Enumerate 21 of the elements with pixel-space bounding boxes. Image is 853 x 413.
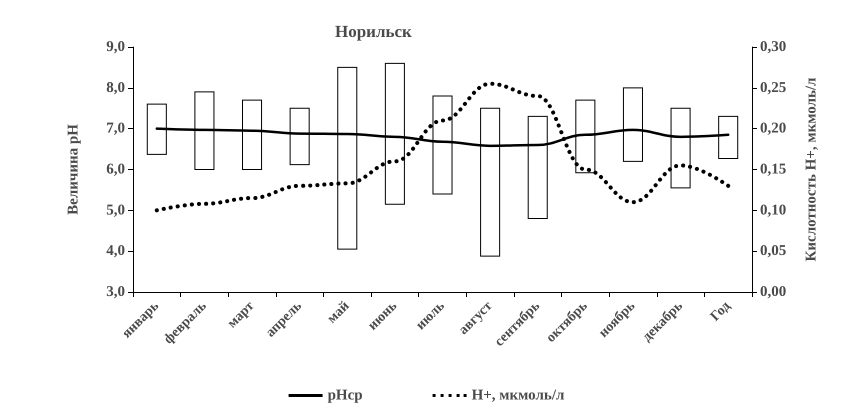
- x-tick-label: Год: [708, 298, 734, 324]
- y-tick-label: 5,0: [106, 202, 125, 218]
- y-tick-label: 3,0: [106, 284, 125, 300]
- y2-tick-label: 0,00: [760, 284, 786, 300]
- chart-title: Норильск: [335, 22, 412, 41]
- y-tick-label: 9,0: [106, 39, 125, 55]
- legend-label: Н+, мкмоль/л: [472, 388, 566, 404]
- y-axis-title: Величина pH: [66, 124, 82, 215]
- x-tick-label: май: [324, 298, 353, 327]
- y2-tick-label: 0,05: [760, 243, 786, 260]
- y-tick-label: 6,0: [106, 162, 125, 178]
- y2-tick-label: 0,30: [760, 39, 786, 55]
- legend-label: pHср: [328, 388, 363, 404]
- y-tick-label: 7,0: [106, 120, 125, 137]
- y2-tick-label: 0,25: [760, 80, 786, 96]
- y2-tick-label: 0,20: [760, 120, 786, 137]
- y2-tick-label: 0,15: [760, 162, 786, 178]
- y2-axis-title: Кислотность Н+, мкмоль/л: [804, 76, 820, 262]
- y-tick-label: 8,0: [106, 80, 125, 96]
- y-tick-label: 4,0: [106, 243, 125, 260]
- y2-tick-label: 0,10: [760, 202, 786, 218]
